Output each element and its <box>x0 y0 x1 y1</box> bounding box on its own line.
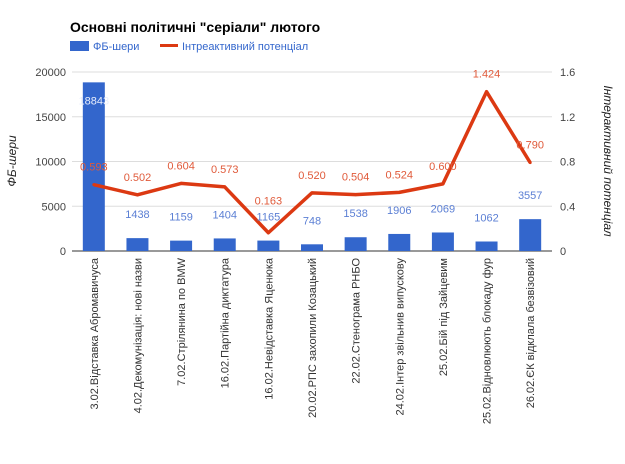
bar-data-label: 1538 <box>343 208 367 220</box>
x-tick-label: 16.02.Невідставка Яценюка <box>263 257 275 400</box>
bar-data-label: 1165 <box>257 212 281 224</box>
line-data-label: 0.524 <box>386 169 414 181</box>
legend-line-label[interactable]: Інтреактивний потенціал <box>182 41 308 53</box>
y2-axis-title: Інтерактивний потенціал <box>601 85 615 237</box>
x-tick-label: 4.02.Декомунізація: нові назви <box>132 258 144 413</box>
legend-bar-label[interactable]: ФБ-шери <box>93 41 139 53</box>
bar <box>257 240 280 251</box>
bar <box>475 241 498 251</box>
y2-tick-label: 0.4 <box>560 201 575 213</box>
bar-data-label: 1062 <box>474 212 498 224</box>
line-data-label: 0.502 <box>124 172 152 184</box>
line-data-label: 0.504 <box>342 172 370 184</box>
y2-tick-label: 1.6 <box>560 67 575 79</box>
bar <box>126 238 149 251</box>
chart-title: Основні політичні "серіали" лютого <box>70 19 320 35</box>
line-data-label: 1.424 <box>473 69 501 81</box>
line-data-label: 0.790 <box>516 140 544 152</box>
x-tick-label: 16.02.Партійна диктатура <box>220 257 232 388</box>
bar <box>344 237 367 251</box>
y2-tick-label: 0.8 <box>560 157 575 169</box>
line-data-label: 0.520 <box>298 170 326 182</box>
line-point <box>485 90 489 94</box>
legend-bar-swatch <box>70 41 89 51</box>
y-tick-label: 10000 <box>35 157 66 169</box>
line-data-label: 0.593 <box>80 162 108 174</box>
line-point <box>179 181 183 185</box>
bar-data-label: 1438 <box>125 209 149 221</box>
y-tick-label: 15000 <box>35 112 66 124</box>
line-point <box>310 191 314 195</box>
y-axis-title: ФБ-шери <box>5 135 19 187</box>
x-tick-label: 25.02.Відновлюють блокаду фур <box>482 258 494 424</box>
line-point <box>223 185 227 189</box>
line-point <box>397 190 401 194</box>
bar-data-label: 2069 <box>431 203 455 215</box>
line-data-label: 0.573 <box>211 164 239 176</box>
x-tick-label: 26.02.ЄК відклала безвізовий <box>525 258 537 408</box>
bar-data-label: 1906 <box>387 205 411 217</box>
bar-data-label: 18843 <box>79 95 110 107</box>
bar-data-label: 1159 <box>169 212 193 224</box>
line-point <box>135 193 139 197</box>
bar-data-label: 748 <box>303 215 321 227</box>
line-point <box>441 182 445 186</box>
bar <box>431 232 454 251</box>
line-point <box>266 231 270 235</box>
bar <box>213 238 236 251</box>
bar <box>519 219 542 251</box>
x-tick-label: 7.02.Стрілянина по BMW <box>176 257 188 385</box>
x-tick-label: 20.02.РПС захопили Козацький <box>307 258 319 418</box>
line-data-label: 0.163 <box>255 196 283 208</box>
x-tick-label: 3.02.Відставка Абромавичуса <box>89 257 101 409</box>
line-point <box>354 193 358 197</box>
line-data-label: 0.604 <box>167 160 195 172</box>
bar <box>82 82 105 251</box>
bar-data-label: 3557 <box>518 190 542 202</box>
bar <box>301 244 323 251</box>
legend-line-swatch <box>160 44 178 47</box>
x-tick-label: 24.02.Інтер звільнив випускову <box>394 258 406 416</box>
bar <box>388 233 411 251</box>
bar-data-label: 1404 <box>212 209 236 221</box>
y-tick-label: 0 <box>60 246 66 258</box>
line-point <box>528 161 532 165</box>
line-data-label: 0.600 <box>429 161 457 173</box>
line-series <box>93 89 532 235</box>
x-tick-label: 25.02.Бій під Зайцевим <box>438 258 450 376</box>
bar <box>170 240 193 251</box>
y2-tick-label: 0 <box>560 246 566 258</box>
line-point <box>92 183 96 187</box>
y-tick-label: 5000 <box>42 201 66 213</box>
y-tick-label: 20000 <box>35 67 66 79</box>
y2-tick-label: 1.2 <box>560 112 575 124</box>
x-tick-label: 22.02.Стенограма РНБО <box>351 258 363 384</box>
